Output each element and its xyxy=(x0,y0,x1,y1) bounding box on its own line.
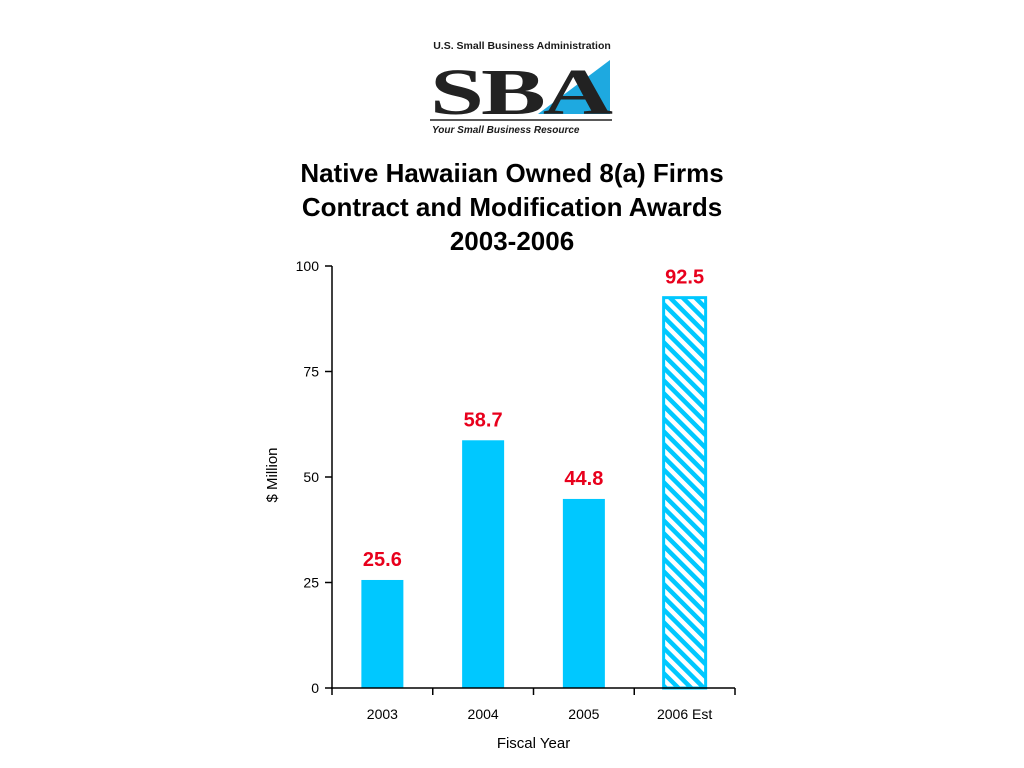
y-tick-label: 100 xyxy=(296,258,320,274)
chart-title-line-3: 2003-2006 xyxy=(449,226,575,256)
data-label: 44.8 xyxy=(564,468,603,490)
data-label: 25.6 xyxy=(363,549,402,571)
y-tick-label: 25 xyxy=(303,575,319,591)
bar-2006-est xyxy=(662,296,708,690)
y-tick-label: 0 xyxy=(311,680,319,696)
y-tick-label: 50 xyxy=(303,469,319,485)
chart-title-line-1: Native Hawaiian Owned 8(a) Firms xyxy=(300,158,724,188)
data-label: 92.5 xyxy=(665,267,704,289)
y-tick-label: 75 xyxy=(303,364,319,380)
data-label: 58.7 xyxy=(464,409,503,431)
plot-area: 25.6 58.7 44.8 92.5 0 25 50 75 100 2003 2004 2005 20… xyxy=(264,258,736,752)
logo-org-name: U.S. Small Business Administration xyxy=(433,40,611,52)
x-tick-label: 2003 xyxy=(367,706,398,722)
chart-title-line-2: Contract and Modification Awards xyxy=(301,192,723,222)
x-tick-label: 2006 Est xyxy=(657,706,712,722)
sba-logo: U.S. Small Business Administration SBA Y… xyxy=(426,36,618,138)
bar-2005 xyxy=(562,498,605,688)
logo-tagline: Your Small Business Resource xyxy=(432,125,580,136)
x-axis-title: Fiscal Year xyxy=(497,735,570,752)
y-axis-title: $ Million xyxy=(264,447,281,502)
x-tick-label: 2004 xyxy=(468,706,499,722)
chart-title: Native Hawaiian Owned 8(a) Firms Contrac… xyxy=(212,156,812,258)
x-tick-label: 2005 xyxy=(568,706,599,722)
logo-wedge xyxy=(538,60,610,114)
bar-2003 xyxy=(361,579,404,688)
logo-mark: SBA xyxy=(430,56,613,129)
bar-2004 xyxy=(462,440,505,688)
